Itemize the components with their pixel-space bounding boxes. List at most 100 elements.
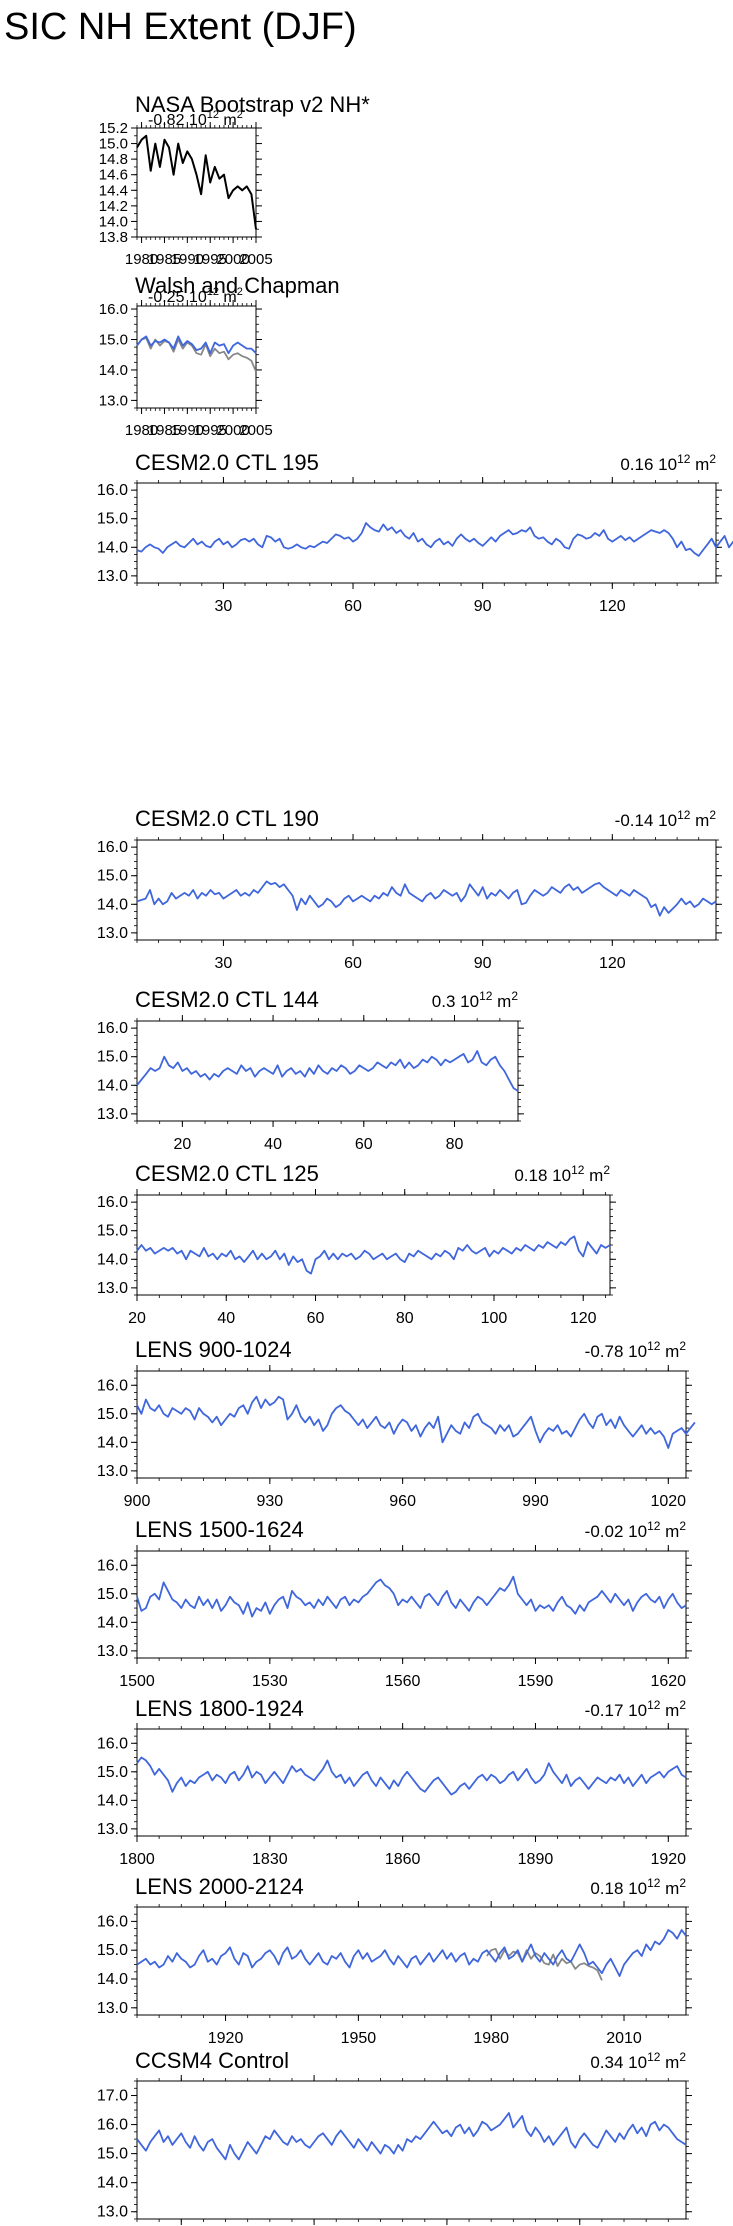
- x-tick-label: 40: [217, 1310, 235, 1327]
- y-tick-label: 14.0: [97, 1434, 128, 1451]
- panel-title: NASA Bootstrap v2 NH*: [135, 92, 370, 117]
- x-tick-label: 1995: [194, 251, 227, 268]
- panel-title: CESM2.0 CTL 195: [135, 450, 319, 475]
- plot-frame: [136, 482, 717, 584]
- chart-panel: 16.0 15.0 14.0 13.0 198019851990199520002005…: [99, 273, 340, 439]
- page-title: SIC NH Extent (DJF): [4, 6, 357, 48]
- x-tick-label: 120: [570, 1310, 597, 1327]
- y-tick-label: 13.0: [97, 1106, 128, 1123]
- trend-label: -0.02 1012 m2: [585, 1519, 687, 1541]
- series-line: [136, 522, 733, 557]
- y-tick-label: 16.0: [99, 301, 128, 318]
- chart-panel: 16.0 15.0 14.0 13.0 30 60 90 120 CESM2.0 CTL 190…: [97, 806, 722, 972]
- plot-frame: [136, 305, 257, 409]
- trend-label: -0.17 1012 m2: [585, 1698, 687, 1720]
- chart-panel: 16.0 15.0 14.0 13.020 40 60 80 100 120 CESM2.0 CT…: [97, 1161, 616, 1327]
- y-tick-label: 14.0: [97, 1971, 128, 1988]
- trend-label: -0.25 1012 m2: [148, 286, 243, 306]
- y-tick-label: 13.8: [99, 229, 128, 246]
- chart-panel: 16.0 15.0 14.0 13.0 900 930 960 990 1020 LENS 900…: [97, 1337, 696, 1510]
- x-tick-label: 1990: [171, 422, 204, 439]
- x-tick-label: 1500: [119, 1673, 155, 1690]
- x-tick-label: 90: [474, 955, 492, 972]
- x-tick-label: 930: [256, 1493, 283, 1510]
- x-tick-label: 1985: [148, 251, 181, 268]
- panel-title: CCSM4 Control: [135, 2048, 289, 2073]
- x-tick-label: 2000: [216, 422, 249, 439]
- x-tick-label: 2005: [239, 422, 272, 439]
- x-tick-label: 1830: [252, 1851, 288, 1868]
- x-tick-label: 1890: [518, 1851, 554, 1868]
- x-tick-label: 60: [344, 598, 362, 615]
- panel-title: LENS 1800-1924: [135, 1696, 304, 1721]
- x-tick-label: 20: [128, 1310, 146, 1327]
- plot-frame: [136, 1370, 687, 1479]
- y-tick-label: 14.6: [99, 167, 128, 184]
- x-tick-label: 900: [124, 1493, 151, 1510]
- y-tick-label: 13.0: [97, 2204, 128, 2221]
- y-tick-label: 13.0: [97, 568, 128, 585]
- x-tick-label: 1800: [119, 1851, 155, 1868]
- trend-label: -0.82 1012 m2: [148, 109, 243, 129]
- x-tick-label: 80: [396, 1310, 414, 1327]
- x-tick-label: 120: [599, 598, 626, 615]
- y-tick-label: 15.0: [97, 1049, 128, 1066]
- y-tick-label: 14.0: [99, 213, 128, 230]
- series-line: [136, 134, 257, 230]
- y-tick-label: 13.0: [97, 2000, 128, 2017]
- y-tick-label: 13.0: [99, 392, 128, 409]
- x-tick-label: 1980: [125, 251, 158, 268]
- y-tick-label: 16.0: [97, 1194, 128, 1211]
- y-tick-label: 13.0: [97, 1280, 128, 1297]
- y-tick-label: 15.0: [97, 1586, 128, 1603]
- y-tick-label: 15.0: [97, 1764, 128, 1781]
- chart-panel: 17.016.015.014.013.01110114011701200CCSM…: [97, 2048, 692, 2225]
- x-tick-label: 1590: [518, 1673, 554, 1690]
- x-tick-label: 60: [344, 955, 362, 972]
- x-tick-label: 40: [264, 1136, 282, 1153]
- x-tick-label: 1920: [650, 1851, 686, 1868]
- y-tick-label: 15.0: [97, 1406, 128, 1423]
- panel-title: LENS 900-1024: [135, 1337, 292, 1362]
- x-tick-label: 960: [389, 1493, 416, 1510]
- plot-frame: [136, 2080, 687, 2220]
- trend-label: 0.18 1012 m2: [590, 1876, 686, 1898]
- series-line: [136, 1235, 611, 1275]
- x-tick-label: 2000: [216, 251, 249, 268]
- x-tick-label: 1020: [650, 1493, 686, 1510]
- y-tick-label: 14.0: [97, 1792, 128, 1809]
- chart-panel: 15.215.014.814.614.414.214.013.8 19801985…: [99, 92, 370, 268]
- y-tick-label: 14.0: [97, 539, 128, 556]
- y-tick-label: 13.0: [97, 1463, 128, 1480]
- trend-label: 0.34 1012 m2: [590, 2050, 686, 2072]
- panel-title: LENS 2000-2124: [135, 1874, 304, 1899]
- x-tick-label: 1985: [148, 422, 181, 439]
- y-tick-label: 15.0: [99, 331, 128, 348]
- plot-frame: [136, 1550, 687, 1659]
- panel-title: CESM2.0 CTL 190: [135, 806, 319, 831]
- x-tick-label: 1990: [171, 251, 204, 268]
- x-tick-label: 120: [599, 955, 626, 972]
- x-tick-label: 1860: [385, 1851, 421, 1868]
- y-tick-label: 14.0: [99, 362, 128, 379]
- x-tick-label: 1530: [252, 1673, 288, 1690]
- y-tick-label: 16.0: [97, 839, 128, 856]
- trend-label: 0.3 1012 m2: [432, 989, 519, 1011]
- panel-title: CESM2.0 CTL 125: [135, 1161, 319, 1186]
- x-tick-label: 60: [307, 1310, 325, 1327]
- y-tick-label: 16.0: [97, 1735, 128, 1752]
- y-tick-label: 13.0: [97, 1643, 128, 1660]
- x-tick-label: 2010: [606, 2030, 642, 2047]
- y-tick-label: 15.0: [97, 1223, 128, 1240]
- panel-title: LENS 1500-1624: [135, 1517, 304, 1542]
- x-tick-label: 1560: [385, 1673, 421, 1690]
- y-tick-label: 15.0: [97, 2146, 128, 2163]
- trend-label: -0.78 1012 m2: [585, 1339, 687, 1361]
- plot-frame: [136, 1906, 687, 2016]
- x-tick-label: 80: [446, 1136, 464, 1153]
- series-line: [136, 2112, 687, 2161]
- y-tick-label: 13.0: [97, 1821, 128, 1838]
- trend-label: 0.18 1012 m2: [514, 1163, 610, 1185]
- x-tick-label: 1920: [208, 2030, 244, 2047]
